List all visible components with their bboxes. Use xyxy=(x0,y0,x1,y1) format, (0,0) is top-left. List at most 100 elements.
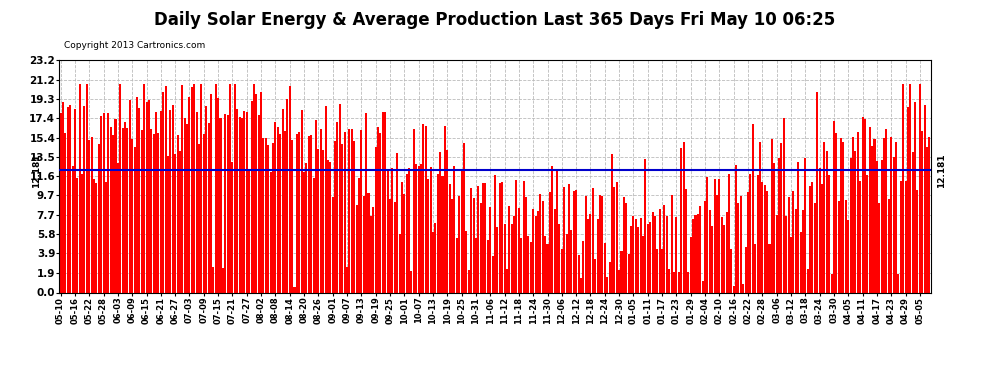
Bar xyxy=(909,84,912,292)
Bar xyxy=(829,175,831,292)
Bar xyxy=(912,152,914,292)
Bar xyxy=(129,100,131,292)
Bar xyxy=(379,133,381,292)
Bar xyxy=(88,140,90,292)
Bar xyxy=(775,215,778,292)
Bar xyxy=(907,107,909,292)
Bar xyxy=(728,174,730,292)
Bar xyxy=(809,186,811,292)
Bar xyxy=(520,238,523,292)
Bar xyxy=(91,137,93,292)
Bar xyxy=(895,142,897,292)
Bar xyxy=(257,115,259,292)
Bar xyxy=(604,243,606,292)
Bar xyxy=(442,176,444,292)
Bar xyxy=(573,190,575,292)
Bar xyxy=(301,110,303,292)
Bar xyxy=(766,192,768,292)
Bar xyxy=(377,127,379,292)
Bar xyxy=(523,181,525,292)
Bar xyxy=(926,147,928,292)
Bar xyxy=(716,195,718,292)
Bar xyxy=(852,137,854,292)
Bar xyxy=(638,227,640,292)
Bar xyxy=(589,214,591,292)
Bar xyxy=(651,212,653,292)
Bar xyxy=(427,179,430,292)
Bar xyxy=(394,202,396,292)
Bar xyxy=(861,117,863,292)
Bar xyxy=(759,142,761,292)
Bar xyxy=(296,134,298,292)
Bar xyxy=(868,127,871,292)
Bar xyxy=(191,87,193,292)
Bar xyxy=(761,182,763,292)
Bar xyxy=(873,139,875,292)
Bar xyxy=(675,217,677,292)
Bar xyxy=(876,161,878,292)
Bar xyxy=(528,236,530,292)
Bar xyxy=(284,130,286,292)
Bar xyxy=(824,142,826,292)
Bar xyxy=(401,182,403,292)
Bar xyxy=(148,100,149,292)
Bar xyxy=(890,137,892,292)
Bar xyxy=(306,163,308,292)
Bar xyxy=(897,274,899,292)
Bar xyxy=(81,174,83,292)
Bar xyxy=(117,163,119,292)
Bar xyxy=(139,108,141,292)
Bar xyxy=(582,242,584,292)
Bar xyxy=(551,166,553,292)
Bar xyxy=(205,106,207,292)
Bar xyxy=(735,165,738,292)
Bar xyxy=(807,269,809,292)
Bar xyxy=(883,138,885,292)
Bar xyxy=(327,160,329,292)
Bar xyxy=(842,142,844,292)
Bar xyxy=(374,147,376,292)
Bar xyxy=(841,138,842,292)
Bar xyxy=(415,164,417,292)
Bar xyxy=(492,256,494,292)
Bar xyxy=(255,94,257,292)
Bar xyxy=(105,182,107,292)
Bar xyxy=(342,144,344,292)
Bar xyxy=(432,232,434,292)
Bar xyxy=(885,129,887,292)
Bar xyxy=(640,218,642,292)
Bar xyxy=(614,187,616,292)
Bar xyxy=(504,224,506,292)
Bar xyxy=(277,127,279,292)
Bar xyxy=(274,122,276,292)
Bar xyxy=(723,225,725,292)
Bar xyxy=(487,240,489,292)
Bar xyxy=(601,196,604,292)
Bar xyxy=(560,249,563,292)
Bar xyxy=(93,179,95,292)
Bar xyxy=(396,153,398,292)
Bar xyxy=(210,94,212,292)
Bar xyxy=(621,251,623,292)
Bar xyxy=(924,105,926,292)
Bar xyxy=(241,118,243,292)
Bar xyxy=(362,196,364,292)
Bar xyxy=(234,84,236,292)
Bar xyxy=(313,178,315,292)
Bar xyxy=(107,113,109,292)
Bar xyxy=(344,132,346,292)
Bar xyxy=(544,236,546,292)
Bar xyxy=(530,242,532,292)
Bar xyxy=(575,190,577,292)
Bar xyxy=(320,129,322,292)
Bar xyxy=(360,130,362,292)
Bar xyxy=(831,274,833,292)
Bar xyxy=(673,272,675,292)
Bar xyxy=(440,152,442,292)
Bar xyxy=(411,271,413,292)
Bar xyxy=(580,278,582,292)
Bar xyxy=(220,118,222,292)
Bar xyxy=(146,102,148,292)
Bar xyxy=(687,272,689,292)
Bar xyxy=(76,178,78,292)
